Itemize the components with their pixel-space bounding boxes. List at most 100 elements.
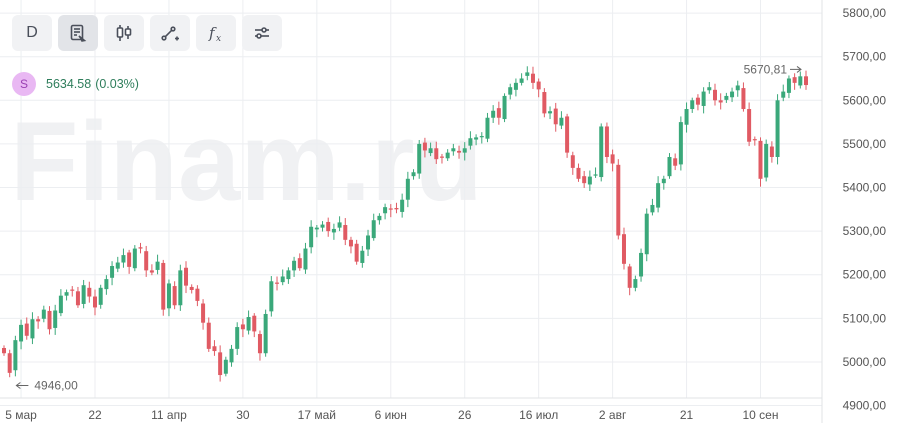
candle-body: [405, 178, 410, 200]
candle-body: [559, 117, 564, 126]
candle-body: [758, 140, 763, 179]
candle-body: [64, 292, 69, 296]
candle-body: [166, 283, 171, 309]
candle-body: [36, 319, 41, 322]
svg-text:f: f: [208, 24, 217, 42]
candle-body: [75, 291, 80, 306]
candle-body: [701, 91, 706, 106]
candle-body: [41, 309, 46, 319]
candle-body: [229, 348, 234, 363]
candle-body: [400, 199, 405, 212]
candle-body: [189, 286, 194, 290]
candle-body: [280, 276, 285, 283]
candle-body: [127, 252, 132, 267]
drawing-tools-button[interactable]: [150, 15, 190, 51]
price-legend: S 5634.58 (0.03%): [12, 72, 143, 96]
low-price-label: 4946,00: [34, 378, 78, 392]
candle-body: [7, 353, 12, 373]
candle-body: [764, 143, 769, 178]
candle-body: [343, 225, 348, 240]
draw-line-icon: [161, 26, 179, 41]
settings-sliders-button[interactable]: [242, 15, 282, 51]
candle-body: [132, 248, 137, 269]
y-tick-label: 5400,00: [843, 181, 887, 195]
candle-body: [47, 310, 52, 330]
candle-body: [502, 95, 507, 120]
candle-body: [115, 262, 120, 269]
candle-body: [388, 208, 393, 210]
candle-body: [485, 117, 490, 139]
candle-body: [223, 359, 228, 374]
candle-body: [104, 279, 109, 290]
candle-body: [513, 82, 518, 90]
instrument-badge[interactable]: S: [12, 72, 36, 96]
sliders-icon: [255, 27, 269, 39]
candle-body: [246, 317, 251, 331]
y-tick-label: 5000,00: [843, 355, 887, 369]
candle-body: [462, 148, 467, 153]
candle-body: [582, 176, 587, 184]
candle-body: [661, 178, 666, 184]
chart-settings-button[interactable]: [58, 15, 98, 51]
candle-body: [786, 78, 791, 93]
candle-body: [570, 155, 575, 168]
candle-body: [474, 137, 479, 140]
candle-body: [775, 100, 780, 157]
candle-body: [747, 109, 752, 142]
x-tick-label: 30: [236, 408, 250, 422]
y-tick-label: 4900,00: [843, 399, 887, 413]
y-tick-label: 5800,00: [843, 6, 887, 20]
timeframe-button[interactable]: D: [12, 15, 52, 51]
x-tick-label: 22: [88, 408, 102, 422]
x-tick-label: 17 май: [298, 408, 336, 422]
candles: [2, 66, 808, 382]
indicators-button[interactable]: f x: [196, 15, 236, 51]
candle-body: [309, 226, 314, 248]
candle-body: [576, 167, 581, 179]
x-tick-label: 2 авг: [599, 408, 627, 422]
y-tick-label: 5700,00: [843, 50, 887, 64]
candle-body: [752, 139, 757, 141]
candle-body: [678, 122, 683, 165]
high-arrow-icon: [790, 66, 802, 73]
candle-body: [2, 347, 6, 354]
candle-body: [275, 282, 280, 284]
price-change: (0.03%): [95, 77, 139, 91]
candle-body: [297, 258, 302, 269]
candle-body: [337, 222, 342, 228]
candle-body: [769, 146, 774, 157]
candle-body: [730, 91, 735, 98]
candle-body: [235, 327, 240, 349]
candle-body: [138, 247, 143, 249]
x-tick-label: 16 июл: [519, 408, 558, 422]
candle-body: [690, 100, 695, 110]
candle-body: [58, 295, 63, 314]
candle-body: [741, 88, 746, 110]
candle-body: [81, 285, 86, 304]
candle-body: [656, 183, 661, 208]
candle-body: [331, 228, 336, 233]
candle-body: [240, 324, 245, 330]
candle-body: [479, 136, 484, 138]
candle-body: [366, 235, 371, 250]
candle-body: [439, 156, 444, 158]
chart-type-button[interactable]: [104, 15, 144, 51]
candle-body: [13, 340, 18, 371]
x-axis: 5 мар 22 11 апр 30 17 май 6 июн 26 16 июл 2 авг 2…: [5, 408, 778, 422]
candle-body: [53, 310, 58, 328]
candle-body: [593, 174, 598, 176]
candle-body: [548, 111, 553, 114]
x-tick-label: 21: [680, 408, 694, 422]
candle-body: [468, 138, 473, 146]
candle-body: [735, 85, 740, 91]
candle-body: [718, 100, 723, 103]
candle-body: [599, 126, 604, 178]
candle-body: [70, 289, 75, 291]
candle-body: [445, 152, 450, 159]
y-axis: 4900,00 5000,00 5100,00 5200,00 5300,00 5400,…: [843, 6, 887, 412]
low-arrow-icon: [15, 382, 29, 389]
price-readout: 5634.58 (0.03%): [46, 77, 143, 91]
candle-body: [536, 81, 541, 90]
candle-body: [24, 323, 29, 336]
